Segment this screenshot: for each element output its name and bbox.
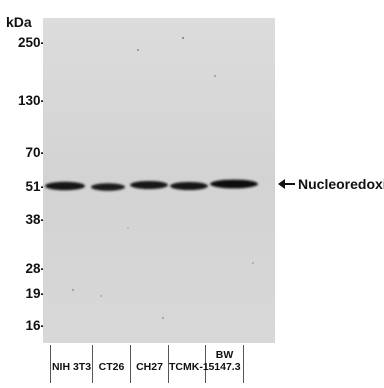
- target-protein-label: Nucleoredoxin: [298, 176, 384, 192]
- blot-membrane: [43, 18, 275, 343]
- mw-marker-28: 28-: [25, 261, 45, 276]
- band-annotation: Nucleoredoxin: [278, 176, 384, 192]
- band-lane-5: [210, 179, 258, 189]
- membrane-speckles: [72, 37, 254, 319]
- band-lane-2: [91, 183, 125, 191]
- mw-marker-250: 250-: [17, 35, 45, 50]
- mw-marker-16: 16-: [25, 318, 45, 333]
- lane-label-ct26: CT26: [98, 361, 125, 373]
- lane-label-bw-5147-3: BW 5147.3: [208, 349, 241, 373]
- band-lane-1: [45, 181, 85, 191]
- lane-divider: [205, 345, 206, 383]
- mw-marker-70: 70-: [25, 145, 45, 160]
- lane-label-ch27: CH27: [136, 361, 163, 373]
- lane-divider: [168, 345, 169, 383]
- lane-divider: [92, 345, 93, 383]
- mw-marker-51: 51-: [25, 179, 45, 194]
- left-arrow-icon: [278, 179, 295, 189]
- band-lane-4: [170, 182, 208, 190]
- blot-image: [43, 18, 275, 343]
- band-row: [45, 179, 258, 191]
- lane-label-nih-3t3: NIH 3T3: [51, 361, 92, 373]
- mw-unit-label: kDa: [6, 14, 32, 30]
- mw-marker-19: 19-: [25, 286, 45, 301]
- lane-label-tcmk-1: TCMK-1: [169, 361, 209, 373]
- lane-divider: [130, 345, 131, 383]
- lane-divider: [243, 345, 244, 383]
- band-lane-3: [130, 181, 168, 189]
- mw-marker-130: 130-: [17, 93, 45, 108]
- lane-divider: [50, 345, 51, 383]
- mw-marker-38: 38-: [25, 212, 45, 227]
